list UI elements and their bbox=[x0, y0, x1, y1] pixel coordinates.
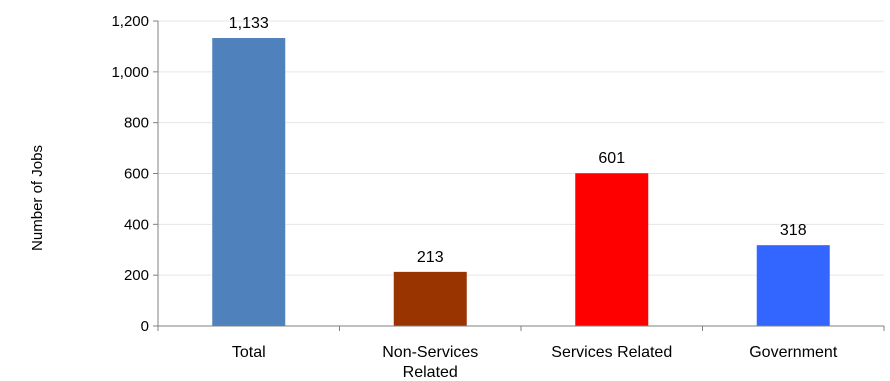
bar bbox=[212, 38, 286, 326]
y-tick-label: 600 bbox=[124, 166, 149, 183]
x-tick-label: Total bbox=[232, 344, 266, 361]
x-tick-labels: Total Non-Services Related Services Related… bbox=[232, 344, 838, 381]
data-labels: 1,133 213 601 318 bbox=[229, 15, 807, 266]
y-tick-label: 200 bbox=[124, 267, 149, 284]
data-label: 601 bbox=[598, 150, 625, 167]
y-tick-label: 800 bbox=[124, 115, 149, 132]
y-axis-title: Number of Jobs bbox=[29, 145, 46, 251]
y-tick-label: 0 bbox=[141, 318, 149, 335]
bar bbox=[393, 271, 467, 326]
data-label: 1,133 bbox=[229, 15, 269, 32]
data-label: 318 bbox=[780, 222, 807, 239]
y-tick-labels: 0 200 400 600 800 1,000 1,200 bbox=[111, 13, 149, 335]
x-tick-label: Non-Services Related bbox=[382, 344, 478, 381]
data-label: 213 bbox=[417, 249, 444, 266]
y-tick-label: 400 bbox=[124, 216, 149, 233]
bars bbox=[212, 38, 830, 326]
x-tick-label: Government bbox=[749, 344, 838, 361]
bar bbox=[575, 173, 649, 326]
axes bbox=[153, 20, 885, 331]
y-tick-label: 1,200 bbox=[111, 13, 149, 30]
x-tick-label: Services Related bbox=[551, 344, 672, 361]
bar bbox=[756, 245, 830, 326]
y-tick-label: 1,000 bbox=[111, 64, 149, 81]
